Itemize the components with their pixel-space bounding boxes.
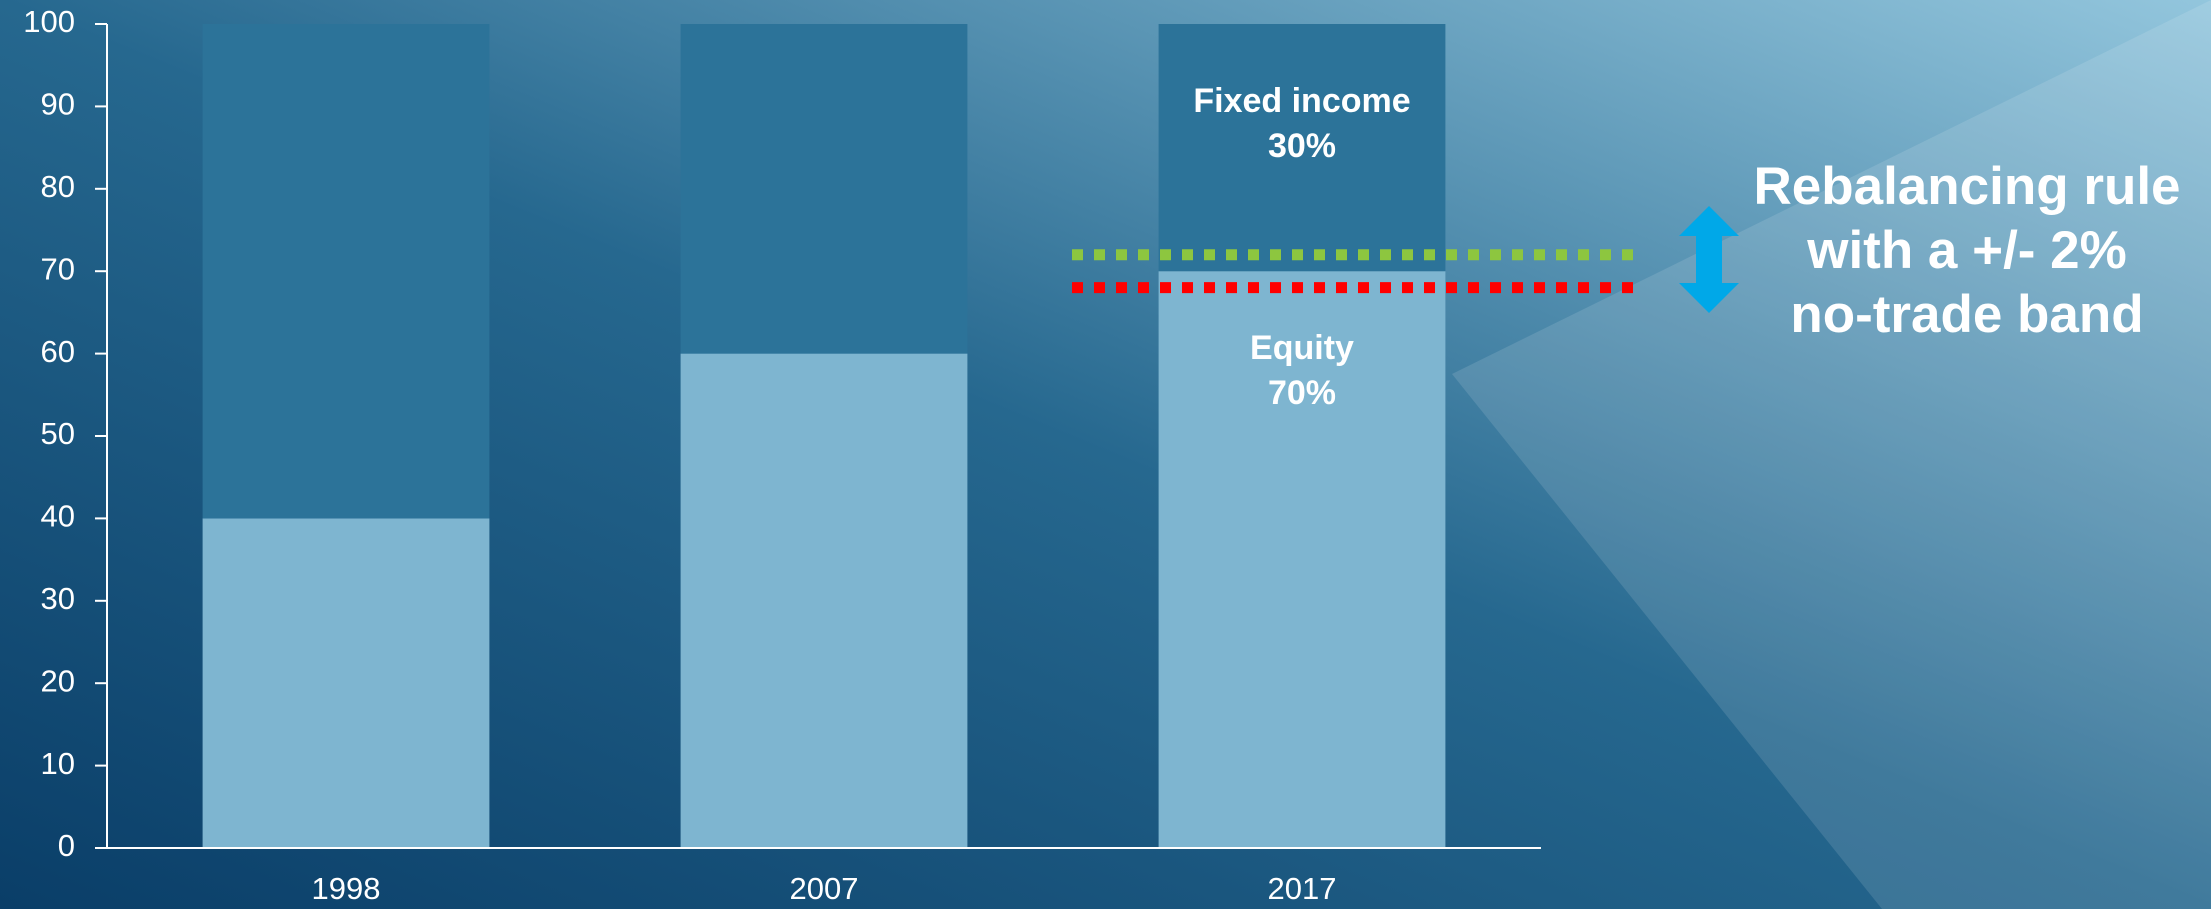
bar-segment — [680, 24, 968, 354]
y-tick-label: 80 — [41, 169, 75, 204]
y-tick-label: 20 — [41, 663, 75, 698]
y-tick-label: 70 — [41, 251, 75, 286]
bar-segment — [202, 518, 490, 848]
data-label: 70% — [1268, 374, 1336, 412]
y-tick-label: 60 — [41, 334, 75, 369]
bar-segment — [1158, 271, 1446, 848]
y-tick-label: 30 — [41, 581, 75, 616]
x-tick-label: 2007 — [790, 871, 859, 906]
annotation-text: Rebalancing rule — [1753, 157, 2180, 216]
bar-segment — [680, 353, 968, 848]
x-tick-label: 1998 — [312, 871, 381, 906]
y-tick-label: 100 — [23, 4, 75, 39]
segment-name: Equity — [1250, 329, 1354, 367]
bar-segment — [1158, 24, 1446, 272]
data-label: 30% — [1268, 127, 1336, 165]
y-tick-label: 10 — [41, 746, 75, 781]
bar-segment — [202, 24, 490, 519]
segment-name: Fixed income — [1193, 82, 1410, 120]
x-tick-label: 2017 — [1268, 871, 1337, 906]
annotation-text: no-trade band — [1790, 285, 2143, 344]
band-arrow — [1679, 206, 1739, 313]
y-tick-label: 0 — [58, 828, 75, 863]
y-tick-label: 50 — [41, 416, 75, 451]
annotation-text: with a +/- 2% — [1806, 221, 2127, 280]
y-tick-label: 40 — [41, 499, 75, 534]
y-tick-label: 90 — [41, 87, 75, 122]
background-shape — [1452, 0, 2211, 909]
